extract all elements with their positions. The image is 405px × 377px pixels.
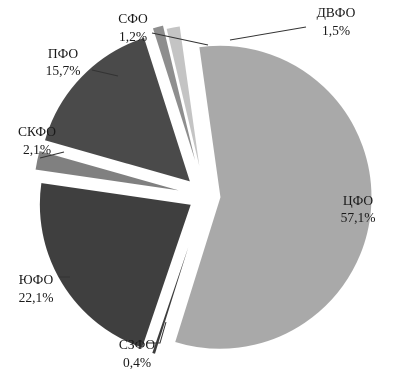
slice-label-dvfo-value: 1,5% <box>322 23 350 38</box>
leader-line-dvfo <box>229 26 307 41</box>
slice-label-cfo-value: 57,1% <box>341 210 376 225</box>
pie-slice-szfo <box>151 209 202 356</box>
slice-label-szfo-name: СЗФО <box>119 337 156 352</box>
pie-slice-pfo <box>43 36 192 183</box>
leader-lines <box>39 26 307 344</box>
pie-slice-skfo <box>34 149 186 193</box>
leader-line-pfo <box>91 69 119 77</box>
slice-label-yufo-name: ЮФО <box>19 272 54 287</box>
slice-label-dvfo-name: ДВФО <box>317 5 356 20</box>
pie-slice-cfo <box>173 44 373 350</box>
pie-slice-yufo <box>38 181 193 349</box>
slice-label-sfo-value: 1,2% <box>119 29 147 44</box>
slice-label-szfo-value: 0,4% <box>123 355 151 370</box>
slice-label-pfo-value: 15,7% <box>46 63 81 78</box>
pie-slice-sfo <box>151 24 200 174</box>
pie-slice-dvfo <box>165 25 202 177</box>
leader-line-szfo <box>147 321 167 344</box>
slice-label-yufo-value: 22,1% <box>19 290 54 305</box>
slice-label-sfo-name: СФО <box>118 11 148 26</box>
pie-slices <box>34 24 373 356</box>
leader-line-skfo <box>39 151 65 159</box>
slice-label-skfo-name: СКФО <box>18 124 56 139</box>
slice-label-skfo-value: 2,1% <box>23 142 51 157</box>
slice-label-cfo-name: ЦФО <box>343 193 374 208</box>
slice-label-pfo-name: ПФО <box>48 46 79 61</box>
leader-line-sfo <box>151 32 209 46</box>
